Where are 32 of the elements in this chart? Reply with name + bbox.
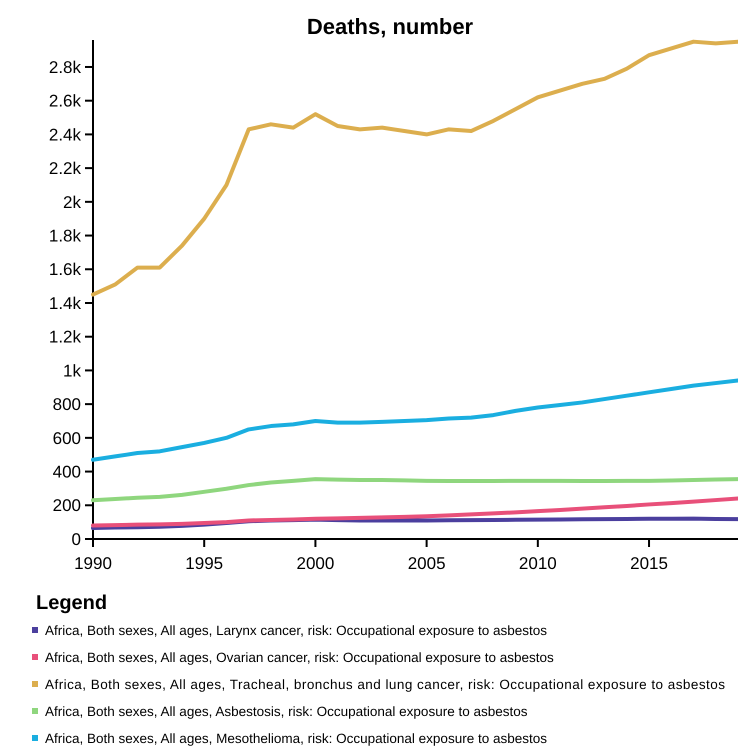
x-tick-label: 2005 [408,554,446,573]
x-tick-label: 1990 [74,554,112,573]
x-tick-label: 2010 [518,554,557,573]
y-tick-label: 200 [52,496,81,516]
legend-label: Africa, Both sexes, All ages, Ovarian cancer, risk: Occupational exposure to asbestos [45,650,554,665]
y-tick-label: 600 [52,428,81,448]
y-tick-label: 1.6k [48,260,82,280]
legend-label: Africa, Both sexes, All ages, Asbestosis, risk: Occupational exposure to asbestos [45,704,528,719]
y-tick-label: 1.2k [48,328,82,347]
y-tick-label: 2k [63,192,82,212]
y-tick-label: 1k [63,361,82,380]
y-tick-label: 2.8k [48,58,82,77]
line-series [91,477,738,502]
line-series [91,496,738,528]
x-tick-label: 2000 [296,554,334,573]
x-tick-label: 2015 [630,554,668,573]
y-tick-label: 0 [72,530,81,549]
y-tick-label: 2.6k [48,92,82,111]
legend-title: Legend [36,592,108,614]
x-tick-label: 1995 [185,554,224,573]
y-tick-label: 2.4k [48,125,82,144]
y-tick-label: 400 [52,462,81,482]
line-series [91,378,738,462]
line-series [91,40,738,297]
legend-label: Africa, Both sexes, All ages, Mesothelioma, risk: Occupational exposure to asbestos [45,731,548,746]
legend-label: Africa, Both sexes, All ages, Larynx cancer, risk: Occupational exposure to asbestos [45,623,548,638]
y-tick-label: 1.8k [48,226,82,246]
y-tick-label: 2.2k [48,159,82,178]
y-tick-label: 1.4k [48,294,82,313]
chart-title: Deaths, number [306,14,474,39]
y-tick-label: 800 [52,395,81,414]
legend-label: Africa, Both sexes, All ages, Tracheal, bronchus and lung cancer, risk: Occupational exposure to asbestos [45,677,726,692]
